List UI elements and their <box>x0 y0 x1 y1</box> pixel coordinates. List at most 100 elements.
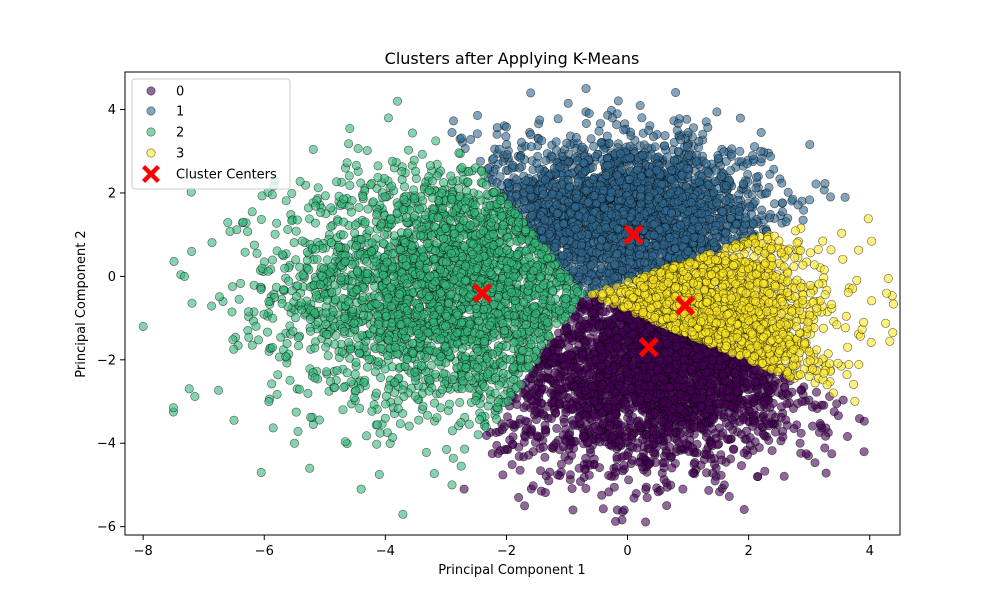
data-point <box>585 444 595 454</box>
data-point <box>577 142 587 152</box>
data-point <box>590 355 600 365</box>
data-point <box>832 399 842 409</box>
data-point <box>563 98 573 108</box>
data-point <box>796 385 806 395</box>
data-point <box>736 429 746 439</box>
data-point <box>505 435 515 445</box>
data-point <box>516 137 526 147</box>
data-point <box>671 341 681 351</box>
data-point <box>776 402 786 412</box>
data-point <box>587 381 597 391</box>
data-point <box>564 376 574 386</box>
chart-title: Clusters after Applying K-Means <box>385 49 640 68</box>
data-point <box>524 390 534 400</box>
data-point <box>758 375 768 385</box>
data-point <box>538 442 548 452</box>
data-point <box>722 434 732 444</box>
data-point <box>641 328 651 338</box>
data-point <box>514 442 524 452</box>
data-point <box>575 477 585 487</box>
data-point <box>666 480 676 490</box>
data-point <box>735 113 745 123</box>
data-point <box>663 434 673 444</box>
data-point <box>665 442 675 452</box>
data-point <box>456 133 466 143</box>
data-point <box>765 152 775 162</box>
data-point <box>520 501 530 511</box>
data-point <box>568 505 578 515</box>
data-point <box>541 156 551 166</box>
data-point <box>633 421 643 431</box>
data-point <box>611 467 621 477</box>
data-point <box>796 428 806 438</box>
data-point <box>585 460 595 470</box>
data-point <box>678 484 688 494</box>
data-point <box>564 455 574 465</box>
data-point <box>612 342 622 352</box>
data-point <box>573 387 583 397</box>
data-point <box>590 412 600 422</box>
data-point <box>710 428 720 438</box>
data-point <box>819 400 829 410</box>
data-point <box>756 128 766 138</box>
data-point <box>742 394 752 404</box>
data-point <box>641 484 651 494</box>
data-point <box>713 406 723 416</box>
data-point <box>620 400 630 410</box>
data-point <box>688 468 698 478</box>
data-point <box>549 353 559 363</box>
data-point <box>598 307 608 317</box>
data-point <box>522 424 532 434</box>
data-point <box>739 448 749 458</box>
data-point <box>619 451 629 461</box>
data-point <box>859 447 869 457</box>
data-point <box>833 411 843 421</box>
data-point <box>597 380 607 390</box>
data-point <box>472 129 482 139</box>
data-point <box>574 340 584 350</box>
data-point <box>604 421 614 431</box>
data-point <box>619 125 629 135</box>
data-point <box>554 384 564 394</box>
data-point <box>675 429 685 439</box>
data-point <box>667 463 677 473</box>
data-point <box>721 418 731 428</box>
data-point <box>581 119 591 129</box>
data-point <box>654 356 664 366</box>
data-point <box>553 114 563 124</box>
data-point <box>554 399 564 409</box>
data-point <box>695 351 705 361</box>
data-point <box>501 132 511 142</box>
data-point <box>842 431 852 441</box>
data-point <box>497 425 507 435</box>
data-point <box>527 210 537 220</box>
data-point <box>459 484 469 494</box>
data-point <box>709 188 719 198</box>
data-point <box>618 507 628 517</box>
data-point <box>584 370 594 380</box>
data-point <box>492 123 502 133</box>
data-point <box>644 459 654 469</box>
data-point <box>657 417 667 427</box>
data-point <box>726 454 736 464</box>
data-point <box>553 470 563 480</box>
data-point <box>676 135 686 145</box>
data-point <box>689 459 699 469</box>
data-point <box>564 149 574 159</box>
data-point <box>551 137 561 147</box>
data-point <box>706 454 716 464</box>
data-point <box>578 350 588 360</box>
data-point <box>697 377 707 387</box>
data-point <box>859 416 869 426</box>
data-point <box>840 192 850 202</box>
data-point <box>656 390 666 400</box>
data-point <box>580 319 590 329</box>
data-point <box>597 331 607 341</box>
data-point <box>727 359 737 369</box>
data-point <box>708 468 718 478</box>
data-point <box>524 373 534 383</box>
data-point <box>679 382 689 392</box>
data-point <box>742 378 752 388</box>
data-point <box>677 420 687 430</box>
data-point <box>624 475 634 485</box>
